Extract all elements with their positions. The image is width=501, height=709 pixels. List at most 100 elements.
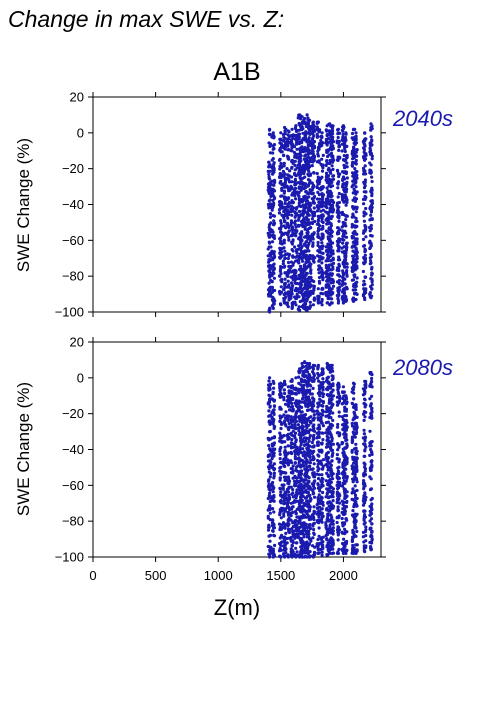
data-point bbox=[363, 297, 367, 302]
data-point bbox=[286, 490, 291, 494]
data-point bbox=[315, 472, 319, 476]
data-point bbox=[289, 511, 293, 515]
data-point bbox=[291, 261, 295, 265]
data-point bbox=[319, 188, 323, 192]
data-point bbox=[303, 546, 307, 550]
data-point bbox=[281, 440, 285, 444]
data-point bbox=[312, 413, 316, 417]
data-point bbox=[286, 305, 290, 309]
data-point bbox=[320, 553, 324, 557]
data-point bbox=[362, 202, 366, 206]
data-point bbox=[281, 259, 285, 263]
data-point bbox=[308, 118, 312, 122]
data-point bbox=[290, 378, 294, 382]
data-point bbox=[342, 245, 346, 249]
panel-2080s-period-label: 2080s bbox=[392, 355, 453, 380]
data-point bbox=[284, 531, 288, 536]
data-point bbox=[296, 409, 300, 413]
data-point bbox=[341, 234, 345, 238]
data-point bbox=[311, 303, 315, 307]
data-point bbox=[326, 245, 331, 250]
data-point bbox=[308, 361, 312, 366]
data-point bbox=[353, 263, 357, 267]
data-point bbox=[330, 551, 334, 556]
data-point bbox=[272, 412, 276, 416]
data-point bbox=[329, 539, 333, 543]
data-point bbox=[316, 546, 320, 550]
data-point bbox=[327, 226, 331, 230]
data-point bbox=[311, 409, 315, 413]
data-point bbox=[337, 399, 342, 403]
data-point bbox=[350, 149, 354, 153]
data-point bbox=[345, 161, 349, 165]
data-point bbox=[321, 214, 325, 218]
data-point bbox=[289, 134, 293, 138]
data-point bbox=[299, 469, 304, 473]
data-point bbox=[321, 201, 325, 205]
data-point bbox=[326, 436, 330, 440]
data-point bbox=[267, 482, 271, 486]
data-point bbox=[290, 306, 294, 310]
data-point bbox=[310, 181, 314, 185]
data-point bbox=[278, 436, 282, 440]
data-point bbox=[311, 213, 315, 217]
data-point bbox=[297, 521, 301, 525]
data-point bbox=[330, 272, 334, 276]
data-point bbox=[299, 400, 303, 404]
data-point bbox=[362, 410, 366, 414]
data-point bbox=[289, 485, 293, 489]
data-point bbox=[287, 177, 291, 181]
data-point bbox=[321, 490, 325, 495]
data-point bbox=[316, 175, 320, 179]
data-point bbox=[341, 301, 345, 305]
data-point bbox=[316, 465, 320, 469]
data-point bbox=[341, 132, 345, 137]
data-point bbox=[340, 295, 345, 299]
data-point bbox=[362, 287, 366, 291]
data-point bbox=[363, 448, 367, 452]
panel-2080s-ytick-label: −100 bbox=[55, 550, 84, 565]
data-point bbox=[319, 200, 323, 204]
data-point bbox=[330, 204, 334, 209]
data-point bbox=[325, 253, 329, 257]
data-point bbox=[343, 221, 347, 225]
data-point bbox=[319, 507, 323, 511]
data-point bbox=[354, 476, 358, 481]
data-point bbox=[271, 507, 275, 511]
data-point bbox=[293, 461, 297, 465]
data-point bbox=[336, 381, 340, 385]
data-point bbox=[298, 175, 302, 179]
data-point bbox=[287, 497, 291, 501]
data-point bbox=[350, 236, 354, 240]
data-point bbox=[344, 517, 348, 521]
data-point bbox=[289, 450, 293, 454]
data-point bbox=[289, 432, 294, 437]
data-point bbox=[331, 265, 335, 269]
data-point bbox=[316, 219, 320, 223]
data-point bbox=[316, 243, 320, 248]
data-point bbox=[305, 540, 309, 544]
data-point bbox=[331, 174, 336, 178]
data-point bbox=[340, 440, 344, 445]
data-point bbox=[370, 205, 374, 209]
data-point bbox=[306, 546, 310, 550]
data-point bbox=[268, 447, 272, 451]
data-point bbox=[354, 185, 358, 189]
data-point bbox=[279, 227, 283, 231]
panel-2080s-xtick-label: 1500 bbox=[266, 568, 295, 583]
data-point bbox=[353, 406, 357, 410]
panel-2080s-ytick-label: 0 bbox=[77, 370, 84, 385]
data-point bbox=[300, 199, 304, 203]
data-point bbox=[338, 285, 342, 289]
data-point bbox=[352, 397, 356, 401]
data-point bbox=[272, 234, 276, 238]
data-point bbox=[361, 393, 365, 397]
data-point bbox=[299, 165, 303, 169]
data-point bbox=[328, 303, 332, 307]
data-point bbox=[345, 200, 349, 204]
data-point bbox=[289, 207, 293, 211]
data-point bbox=[344, 548, 348, 552]
data-point bbox=[368, 246, 372, 250]
data-point bbox=[271, 306, 275, 310]
data-point bbox=[286, 426, 290, 430]
